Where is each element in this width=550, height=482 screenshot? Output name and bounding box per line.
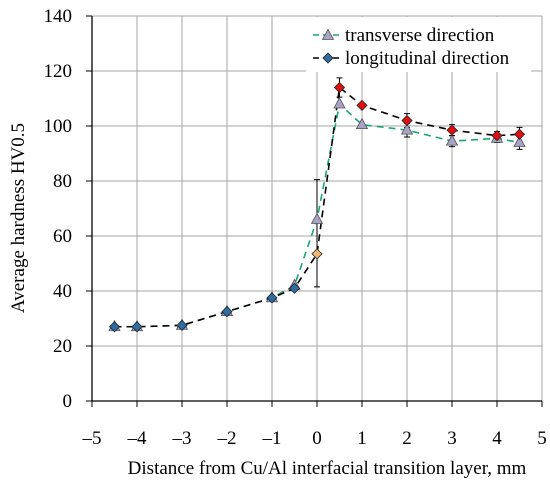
y-tick-label: 120	[44, 61, 73, 82]
x-tick-label: –1	[262, 428, 282, 449]
data-point-transverse	[400, 123, 414, 135]
data-point-longitudinal	[446, 124, 458, 136]
legend-label-longitudinal: longitudinal direction	[345, 48, 510, 69]
x-axis-title: Distance from Cu/Al interfacial transiti…	[128, 458, 527, 479]
data-point-longitudinal	[176, 319, 188, 331]
data-point-longitudinal	[513, 128, 526, 140]
y-tick-label: 20	[53, 336, 72, 357]
y-tick-label: 80	[53, 171, 72, 192]
data-point-longitudinal	[333, 81, 346, 94]
data-point-longitudinal	[401, 114, 413, 127]
legend-label-transverse: transverse direction	[345, 25, 495, 46]
x-tick-label: 3	[447, 428, 457, 449]
data-point-longitudinal	[221, 306, 233, 318]
legend: transverse direction longitudinal direct…	[306, 17, 531, 72]
legend-background	[306, 17, 531, 72]
data-point-longitudinal	[131, 321, 143, 333]
x-tick-label: –2	[217, 428, 237, 449]
data-point-transverse	[513, 135, 526, 147]
data-point-longitudinal	[266, 292, 278, 304]
y-tick-label: 140	[44, 6, 73, 27]
x-tick-label: 1	[357, 428, 367, 449]
error-bars	[314, 77, 523, 288]
legend-diamond-icon	[322, 52, 334, 64]
data-point-longitudinal	[288, 282, 301, 294]
legend-triangle-icon	[321, 28, 335, 40]
y-tick-label: 100	[44, 116, 73, 137]
x-tick-label: –5	[82, 428, 102, 449]
data-point-transverse	[445, 134, 459, 146]
x-tick-label: –3	[172, 428, 192, 449]
data-point-longitudinal	[311, 248, 323, 260]
data-point-transverse	[333, 97, 346, 109]
x-tick-label: –4	[127, 428, 148, 449]
markers	[108, 81, 526, 333]
y-tick-label: 60	[53, 226, 72, 247]
x-tick-label: 2	[402, 428, 412, 449]
x-tick-label: 5	[537, 428, 547, 449]
y-axis-title: Average hardness HV0.5	[8, 123, 29, 313]
data-point-longitudinal	[108, 321, 121, 333]
y-tick-label: 0	[63, 391, 73, 412]
x-tick-label: 4	[492, 428, 502, 449]
data-point-transverse	[310, 212, 324, 224]
data-point-longitudinal	[356, 99, 368, 111]
axes	[86, 15, 543, 407]
x-tick-label: 0	[312, 428, 322, 449]
tick-labels: –5 –4 –3 –2 –1 0 1 2 3 4 5 0 20 40 60 80 100 120 140	[44, 6, 547, 449]
data-point-transverse	[355, 117, 369, 130]
data-point-longitudinal	[491, 130, 503, 142]
y-tick-label: 40	[53, 281, 72, 302]
